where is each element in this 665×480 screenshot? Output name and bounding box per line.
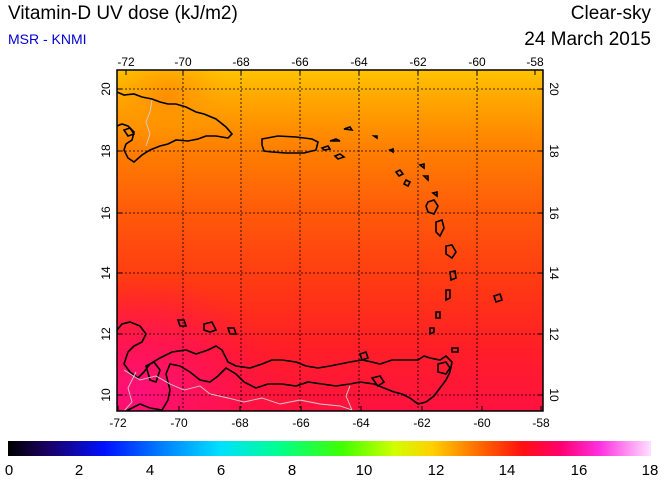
colorbar-tick: 0	[5, 462, 13, 479]
colorbar-tick: 2	[75, 462, 83, 479]
lon-tick-top: -64	[350, 55, 368, 69]
colorbar-tick: 14	[499, 462, 516, 479]
lon-tick-bottom: -66	[292, 416, 310, 430]
coastlines	[117, 91, 504, 411]
colorbar-tick: 8	[288, 462, 296, 479]
lat-tick-left: 12	[99, 327, 113, 341]
lat-axis-left: 20 18 16 14 12 10	[99, 82, 113, 402]
map-frame	[116, 69, 544, 412]
lon-tick-bottom: -68	[231, 416, 249, 430]
graticule	[117, 70, 543, 411]
lat-tick-right: 10	[547, 388, 561, 402]
map-title: Vitamin-D UV dose (kJ/m2)	[8, 3, 238, 24]
axis-tick-marks	[117, 70, 543, 411]
colorbar-tick: 16	[571, 462, 588, 479]
lon-tick-top: -66	[291, 55, 309, 69]
source-label: MSR - KNMI	[8, 31, 87, 47]
lat-tick-right: 12	[547, 327, 561, 341]
lat-axis-right: 20 18 16 14 12 10	[547, 82, 561, 402]
lon-tick-bottom: -70	[170, 416, 188, 430]
colorbar-tick: 18	[642, 462, 659, 479]
lon-tick-bottom: -58	[532, 416, 550, 430]
lat-tick-right: 16	[547, 206, 561, 220]
lon-tick-bottom: -60	[473, 416, 491, 430]
lat-tick-right: 20	[547, 82, 561, 96]
colorbar-tick: 6	[217, 462, 225, 479]
lon-tick-top: -70	[174, 55, 192, 69]
scenario-label: Clear-sky	[570, 3, 651, 24]
lat-tick-left: 18	[99, 144, 113, 158]
lon-tick-top: -60	[468, 55, 486, 69]
country-borders	[123, 99, 353, 411]
colorbar-ticks: 0 2 4 6 8 10 12 14 16 18	[5, 462, 659, 479]
lon-tick-top: -58	[526, 55, 544, 69]
lat-tick-left: 14	[99, 266, 113, 280]
lon-axis-top: -72 -70 -68 -66 -64 -62 -60 -58	[117, 55, 544, 69]
date-label: 24 March 2015	[524, 29, 651, 50]
colorbar-tick: 4	[146, 462, 154, 479]
lon-tick-top: -72	[117, 55, 135, 69]
colorbar-tick: 12	[428, 462, 445, 479]
colorbar	[8, 441, 651, 456]
lon-tick-bottom: -72	[109, 416, 127, 430]
lon-tick-top: -62	[409, 55, 427, 69]
lat-tick-right: 18	[547, 144, 561, 158]
lat-tick-right: 14	[547, 266, 561, 280]
uv-dose-field	[117, 70, 543, 411]
lon-tick-bottom: -62	[413, 416, 431, 430]
lon-axis-bottom: -72 -70 -68 -66 -64 -62 -60 -58	[109, 416, 550, 430]
lat-tick-left: 16	[99, 206, 113, 220]
colorbar-tick: 10	[356, 462, 373, 479]
lon-tick-bottom: -64	[352, 416, 370, 430]
lon-tick-top: -68	[232, 55, 250, 69]
lat-tick-left: 10	[99, 388, 113, 402]
lat-tick-left: 20	[99, 82, 113, 96]
